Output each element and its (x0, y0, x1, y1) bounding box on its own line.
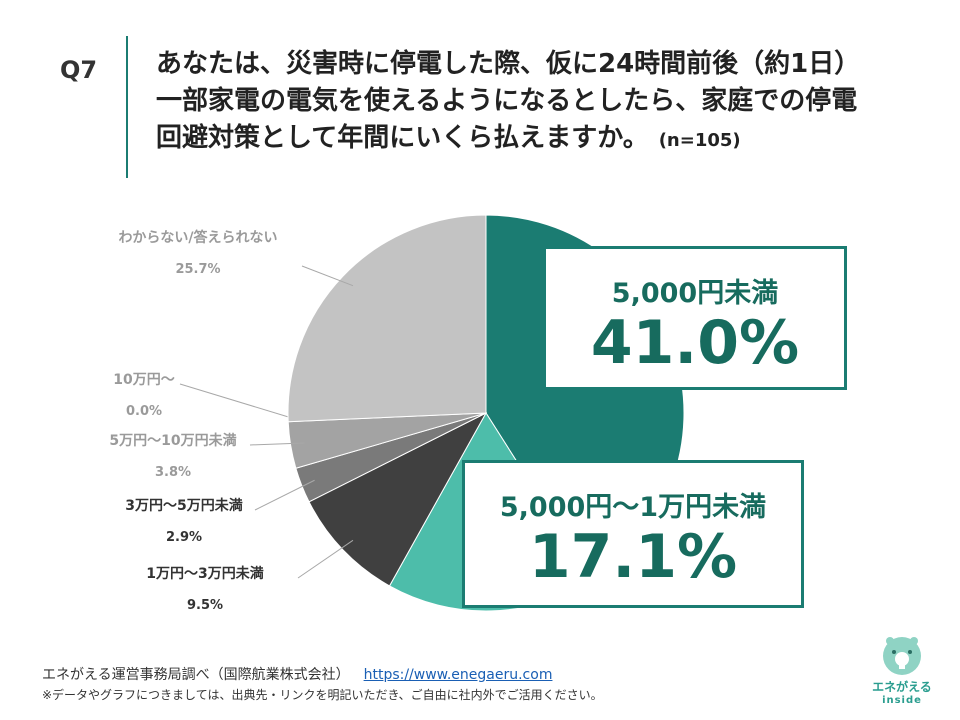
logo-name: エネがえる (872, 680, 932, 694)
leader-line-7 (301, 265, 354, 287)
slice-value-7: 25.7% (175, 262, 220, 277)
question-line-1: あなたは、災害時に停電した際、仮に24時間前後（約1日） (156, 49, 861, 79)
question-line-3: 回避対策として年間にいくら払えますか。 (n=105) (156, 120, 896, 159)
slice-label-4: 3万円〜5万円未満 (125, 497, 242, 514)
callout-slice-2-value: 17.1% (528, 522, 738, 592)
footer-source: エネがえる運営事務局調べ（国際航業株式会社） https://www.enegae… (42, 664, 552, 684)
lightbulb-mascot-icon (883, 637, 921, 675)
slice-label-5: 5万円〜10万円未満 (109, 432, 236, 449)
callout-slice-2-label: 5,000円〜1万円未満 (499, 492, 767, 523)
question-divider (126, 36, 128, 178)
callout-slice-2: 5,000円〜1万円未満 17.1% (462, 460, 804, 608)
slice-value-5: 3.8% (155, 465, 191, 480)
source-text: エネがえる運営事務局調べ（国際航業株式会社） (42, 667, 350, 683)
logo-sub: inside (882, 695, 922, 706)
question-text: あなたは、災害時に停電した際、仮に24時間前後（約1日） 一部家電の電気を使える… (156, 46, 896, 159)
question-line-3-text: 回避対策として年間にいくら払えますか。 (156, 123, 649, 153)
question-number: Q7 (60, 56, 98, 84)
leader-line-4 (254, 479, 315, 511)
enegaeru-logo: エネがえる inside (862, 632, 942, 716)
slice-label-7: わからない/答えられない (118, 229, 277, 246)
slice-value-4: 2.9% (166, 530, 202, 545)
source-link[interactable]: https://www.enegaeru.com (363, 667, 553, 683)
leader-line-3 (297, 539, 354, 579)
slice-value-3: 9.5% (187, 598, 223, 613)
pie-slice-3 (308, 411, 488, 587)
callout-slice-1: 5,000円未満 41.0% (543, 246, 847, 390)
pie-slice-7 (287, 214, 487, 423)
leader-line-6 (179, 383, 303, 422)
slice-value-6: 0.0% (126, 404, 162, 419)
slice-label-3: 1万円〜3万円未満 (146, 565, 263, 582)
sample-size: (n=105) (658, 130, 741, 151)
slice-label-6: 10万円〜 (113, 372, 174, 388)
callout-slice-1-label: 5,000円未満 (611, 278, 779, 309)
leader-line-5 (249, 442, 305, 446)
callout-slice-1-value: 41.0% (590, 308, 800, 378)
footer-note: ※データやグラフにつきましては、出典先・リンクを明記いただき、ご自由に社内外でご… (42, 688, 603, 702)
question-line-2: 一部家電の電気を使えるようになるとしたら、家庭での停電 (156, 86, 858, 116)
